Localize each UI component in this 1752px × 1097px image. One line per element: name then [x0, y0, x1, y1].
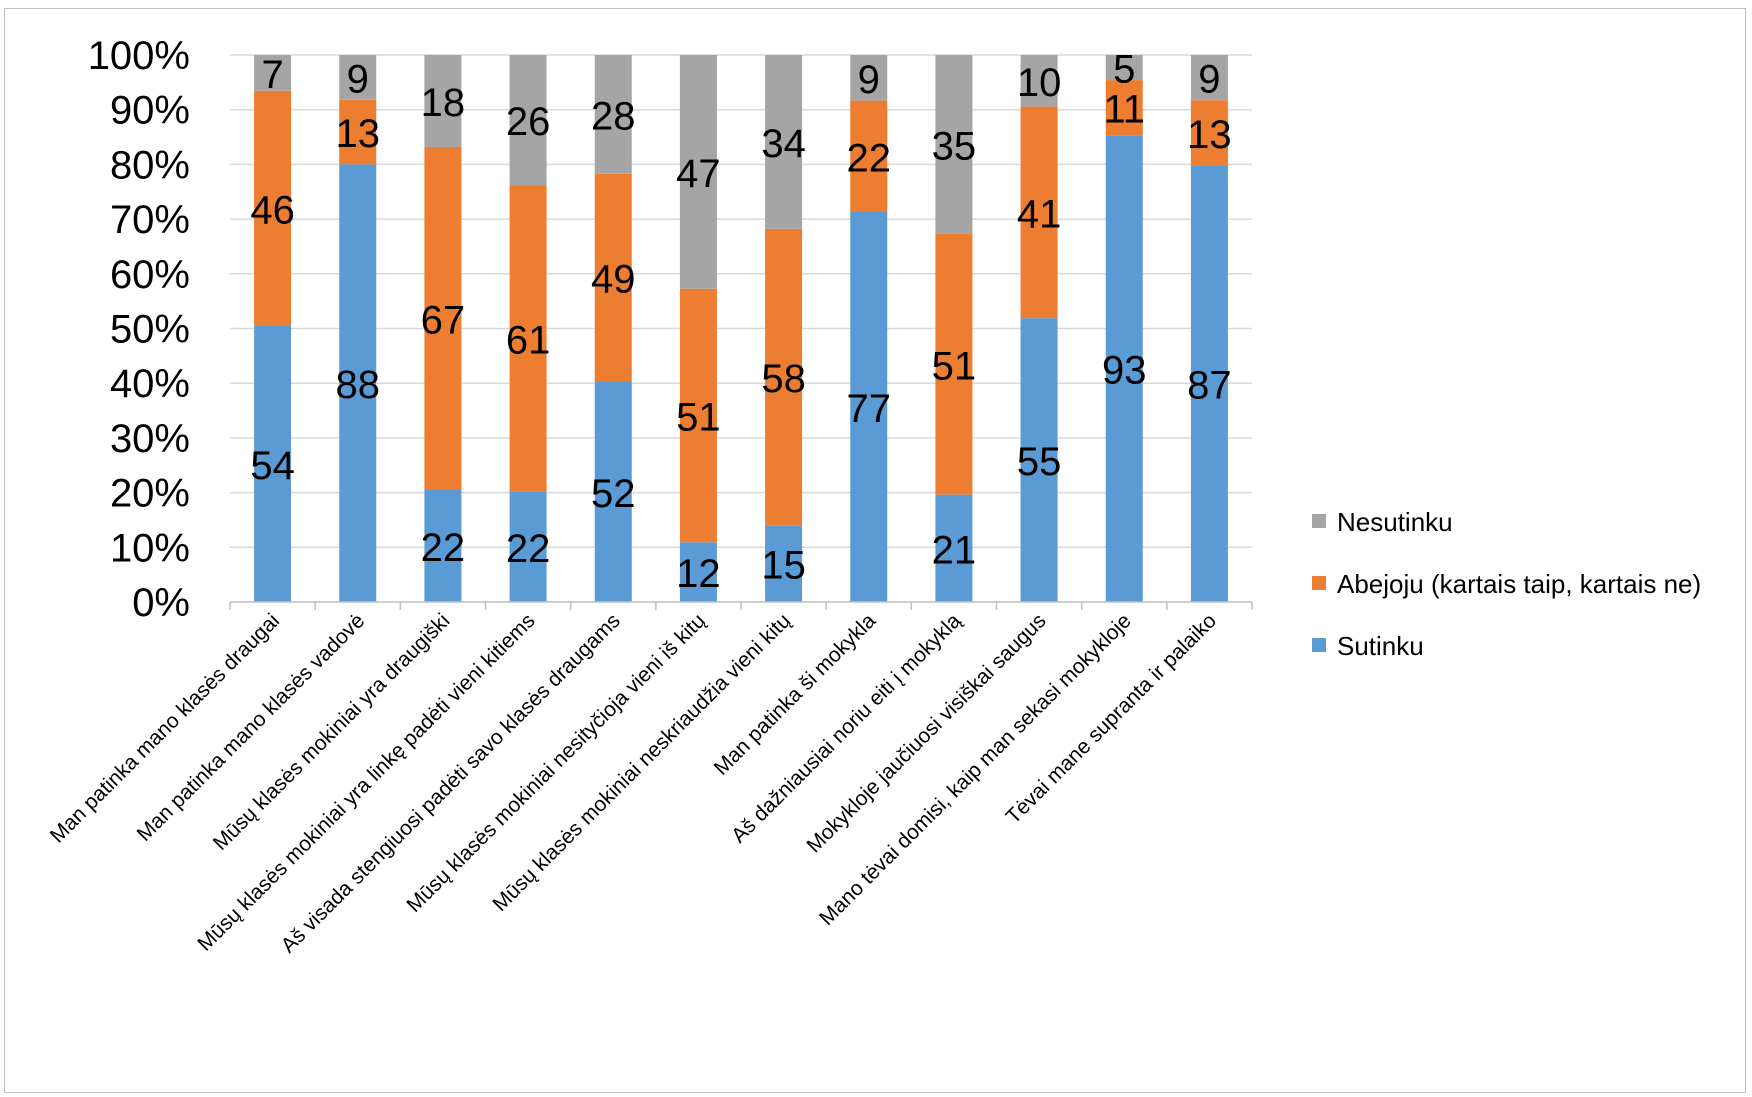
bar-segment [509, 55, 547, 186]
data-label: 41 [1017, 192, 1062, 236]
bar-segment [935, 494, 973, 602]
x-tick-label: Mūsų klasės mokiniai neskriaudžia vieni … [488, 609, 795, 916]
x-tick-label: Mūsų klasės mokiniai nesityčioja vieni i… [402, 609, 710, 917]
legend-swatch [1312, 638, 1326, 652]
bar-segment [254, 90, 292, 326]
data-label: 22 [506, 527, 551, 571]
y-tick-label: 80% [110, 143, 190, 187]
bar-segment [594, 381, 632, 602]
data-label: 51 [932, 344, 977, 388]
legend: Nesutinku Abejoju (kartais taip, kartais … [1312, 507, 1701, 661]
y-tick-label: 30% [110, 417, 190, 461]
bar-segment [1190, 165, 1228, 602]
data-label: 35 [932, 124, 977, 168]
x-tick-label: Man patinka ši mokykla [710, 609, 881, 780]
bar-segment [254, 325, 292, 602]
bar-segment [765, 525, 803, 602]
data-label: 88 [336, 363, 381, 407]
data-label: 5 [1113, 48, 1135, 92]
legend-swatch [1312, 576, 1326, 590]
data-label: 21 [932, 528, 977, 572]
bar-segment [424, 55, 462, 148]
bar-segment [1020, 318, 1058, 602]
bar-segment [339, 55, 377, 100]
data-label: 9 [1198, 58, 1220, 102]
data-label: 11 [1103, 88, 1145, 132]
bar-segment [850, 212, 888, 602]
data-label: 7 [261, 53, 283, 97]
data-label: 58 [761, 357, 806, 401]
data-label: 46 [250, 188, 295, 232]
bar-segment [765, 55, 803, 229]
bar-segment [339, 99, 377, 165]
bar-segment [339, 164, 377, 602]
data-label: 26 [506, 100, 551, 144]
x-tick-label: Mano tėvai domisi, kaip man sekasi mokyk… [815, 609, 1136, 930]
legend-swatch [1312, 514, 1326, 528]
y-tick-label: 70% [110, 198, 190, 242]
bar-segment [594, 55, 632, 174]
data-label: 61 [506, 319, 551, 363]
bar-segment [765, 228, 803, 526]
data-label: 22 [421, 526, 466, 570]
y-tick-label: 40% [110, 362, 190, 406]
data-label: 10 [1017, 61, 1062, 105]
data-label: 22 [847, 136, 892, 180]
bar-segment [1105, 55, 1143, 81]
axes: 0% 10% 20% 30% 40% 50% 60% 70% 80% 90% 100% Man pat… [46, 34, 1253, 957]
bar-segment [1190, 55, 1228, 101]
data-label: 77 [847, 387, 892, 431]
data-label: 52 [591, 472, 636, 516]
y-tick-label: 10% [110, 526, 190, 570]
bar-segment [679, 542, 717, 602]
bar-segment [594, 173, 632, 382]
data-label: 67 [421, 298, 466, 342]
bar-segment [679, 288, 717, 543]
legend-label: Nesutinku [1337, 507, 1453, 537]
bar-segment [935, 55, 973, 234]
data-label: 12 [676, 552, 721, 596]
bar-segment [424, 489, 462, 602]
bar-segment [850, 55, 888, 101]
data-label: 87 [1187, 364, 1232, 408]
data-labels: 54 46 7 88 13 9 22 67 18 22 61 26 52 49 28 12 51 47 15 58 34… [250, 48, 1231, 597]
y-tick-label: 0% [132, 581, 190, 625]
bar-segment [1105, 80, 1143, 136]
data-label: 15 [761, 544, 806, 588]
bar-segment [1020, 55, 1058, 107]
y-tick-label: 60% [110, 253, 190, 297]
y-tick-label: 50% [110, 308, 190, 352]
bars [254, 55, 1228, 602]
bar-segment [1020, 106, 1058, 319]
data-label: 55 [1017, 440, 1062, 484]
bar-segment [254, 55, 292, 91]
data-label: 47 [676, 152, 721, 196]
bar-segment [679, 55, 717, 289]
bar-segment [509, 491, 547, 602]
data-label: 51 [676, 396, 721, 440]
y-tick-label: 100% [88, 34, 190, 78]
data-label: 93 [1102, 349, 1147, 393]
legend-label: Sutinku [1337, 631, 1424, 661]
bar-segment [1190, 100, 1228, 166]
legend-label: Abejoju (kartais taip, kartais ne) [1337, 569, 1701, 599]
data-label: 18 [421, 81, 466, 125]
bar-segment [850, 100, 888, 213]
data-label: 9 [347, 57, 369, 101]
bar-segment [1105, 135, 1143, 602]
bar-segment [509, 185, 547, 492]
data-label: 13 [1187, 113, 1232, 157]
data-label: 13 [336, 112, 381, 156]
data-label: 34 [761, 122, 806, 166]
bar-segment [935, 233, 973, 495]
data-label: 49 [591, 258, 636, 302]
y-tick-label: 20% [110, 472, 190, 516]
gridlines [230, 54, 1252, 549]
y-tick-label: 90% [110, 89, 190, 133]
bar-segment [424, 147, 462, 490]
data-label: 54 [250, 444, 295, 488]
data-label: 9 [858, 58, 880, 102]
data-label: 28 [591, 94, 636, 138]
